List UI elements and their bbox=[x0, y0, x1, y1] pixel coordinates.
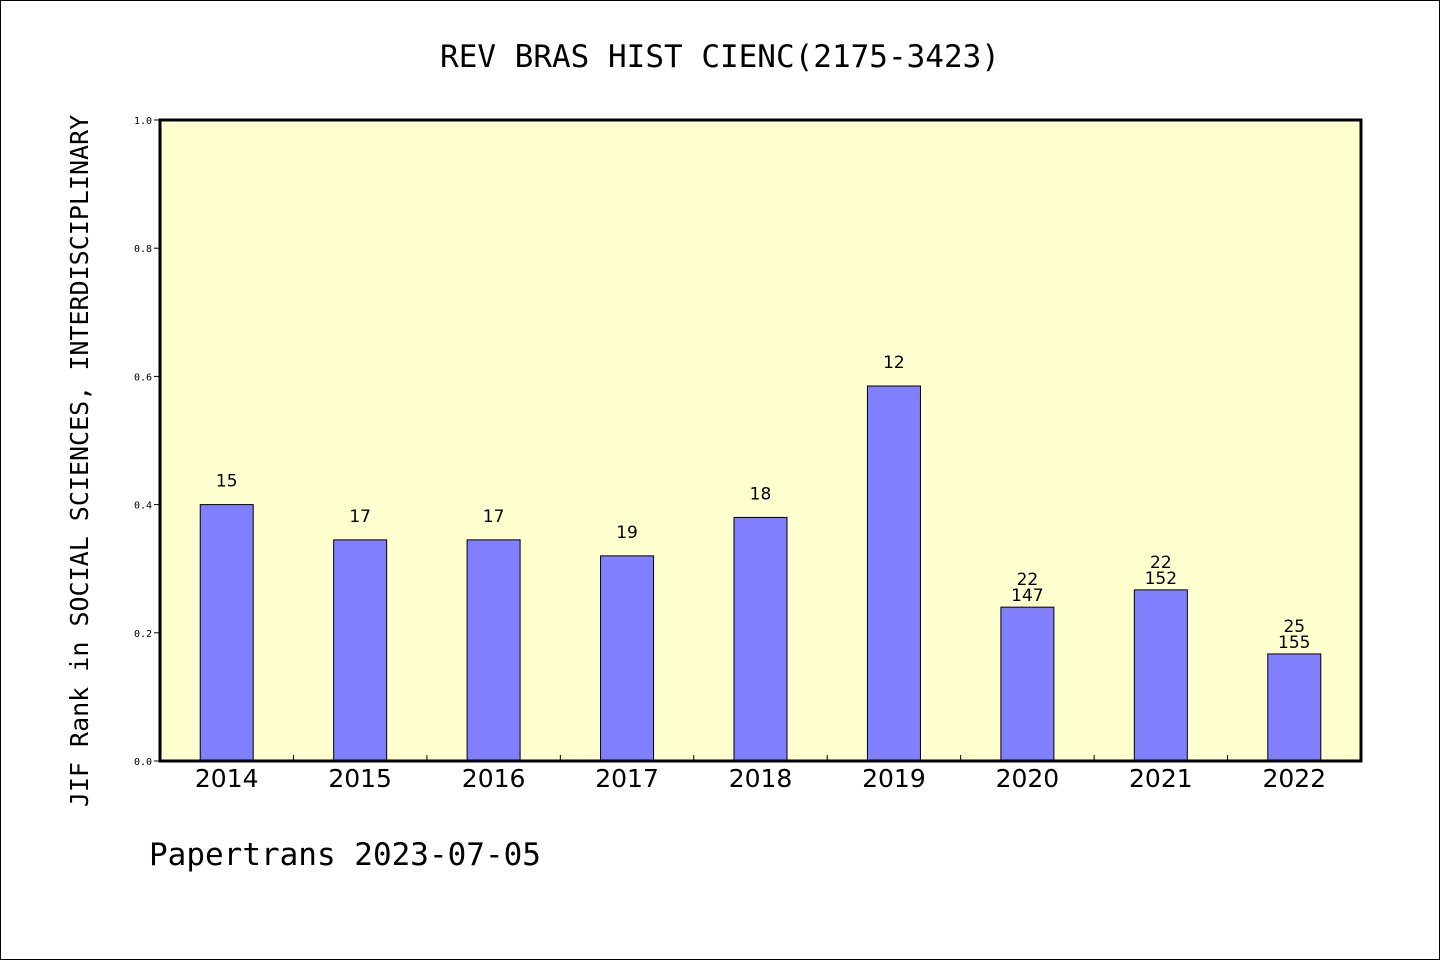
bar-2018 bbox=[733, 516, 788, 762]
x-tick-label: 2020 bbox=[996, 764, 1060, 793]
bar-2015 bbox=[333, 539, 388, 762]
bar-label-2022: 25 bbox=[1283, 617, 1305, 637]
bar-2020 bbox=[1000, 606, 1055, 762]
x-tick-label: 2021 bbox=[1129, 764, 1193, 793]
y-axis: 0.0 0.2 0.4 0.6 0.8 1.0 bbox=[134, 116, 160, 768]
bar-series bbox=[199, 385, 1322, 762]
plot-frame bbox=[158, 118, 1363, 763]
bar-label-2018: 18 bbox=[750, 484, 772, 504]
bar-label-2021: 22 bbox=[1150, 553, 1172, 573]
y-axis-label: JIF Rank in SOCIAL SCIENCES, INTERDISCIP… bbox=[65, 115, 94, 807]
x-tick-label: 2019 bbox=[862, 764, 926, 793]
bar-label-2021: 152 bbox=[1145, 569, 1177, 589]
bar-label-2016: 17 bbox=[483, 507, 505, 527]
bar-label-2022: 155 bbox=[1278, 633, 1310, 653]
bar-2022 bbox=[1267, 653, 1322, 762]
x-tick-label: 2015 bbox=[328, 764, 392, 793]
y-tick-label: 0.6 bbox=[134, 372, 152, 383]
y-tick-label: 0.2 bbox=[134, 629, 152, 640]
bar-label-2015: 17 bbox=[349, 507, 371, 527]
bar-label-2020: 22 bbox=[1017, 570, 1039, 590]
bar-2019 bbox=[866, 385, 921, 762]
bar-label-2019: 12 bbox=[883, 353, 905, 373]
x-tick-label: 2017 bbox=[595, 764, 659, 793]
y-tick-label: 0.8 bbox=[134, 244, 152, 255]
x-tick-label: 2016 bbox=[462, 764, 526, 793]
x-axis: 2014 2015 2016 2017 2018 2019 2020 2021 2022 bbox=[195, 755, 1326, 793]
bar-2017 bbox=[600, 555, 655, 762]
footer-credit: Papertrans 2023-07-05 bbox=[149, 837, 541, 873]
x-tick-label: 2018 bbox=[729, 764, 793, 793]
chart-title: REV BRAS HIST CIENC(2175-3423) bbox=[440, 39, 1000, 75]
bar-label-2017: 19 bbox=[616, 523, 638, 543]
y-tick-label: 0.0 bbox=[134, 757, 152, 768]
x-tick-label: 2014 bbox=[195, 764, 259, 793]
y-tick-label: 1.0 bbox=[134, 116, 152, 127]
x-tick-label: 2022 bbox=[1262, 764, 1326, 793]
bar-2021 bbox=[1133, 589, 1188, 762]
bar-2014 bbox=[199, 504, 254, 762]
y-tick-label: 0.4 bbox=[134, 501, 152, 512]
bar-label-2014: 15 bbox=[216, 472, 238, 492]
bar-2016 bbox=[466, 539, 521, 762]
bar-label-2020: 147 bbox=[1011, 586, 1043, 606]
